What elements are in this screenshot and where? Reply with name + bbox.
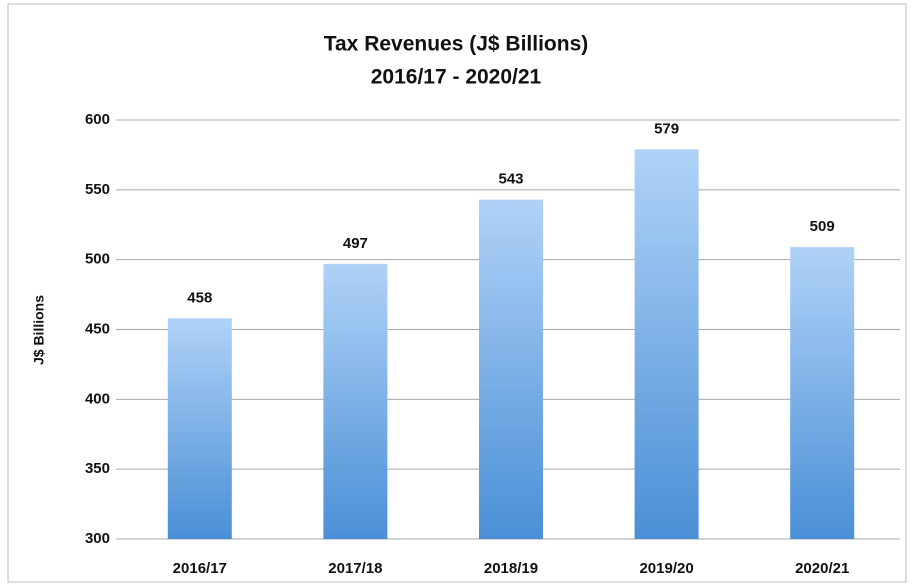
x-tick-label: 2019/20: [639, 560, 693, 577]
chart-frame: [7, 3, 907, 583]
y-tick-label: 350: [85, 460, 110, 477]
chart-subtitle: 2016/17 - 2020/21: [371, 66, 542, 89]
x-tick-label: 2016/17: [173, 560, 227, 577]
bar: [167, 318, 232, 539]
bar: [790, 247, 855, 539]
value-label: 509: [810, 218, 835, 235]
y-tick-label: 500: [85, 251, 110, 268]
value-label: 497: [343, 235, 368, 252]
x-tick-label: 2017/18: [328, 560, 382, 577]
x-tick-label: 2018/19: [484, 560, 538, 577]
y-tick-label: 300: [85, 530, 110, 547]
y-axis-label: J$ Billions: [31, 295, 47, 365]
chart-title: Tax Revenues (J$ Billions): [324, 33, 589, 56]
y-tick-label: 450: [85, 320, 110, 337]
bar: [634, 149, 699, 539]
value-label: 543: [498, 171, 523, 188]
value-label: 579: [654, 120, 679, 137]
y-tick-label: 600: [85, 111, 110, 128]
bar: [323, 263, 388, 539]
value-label: 458: [187, 289, 212, 306]
x-tick-label: 2020/21: [795, 560, 849, 577]
y-tick-label: 550: [85, 181, 110, 198]
y-tick-label: 400: [85, 390, 110, 407]
bar: [479, 199, 543, 540]
